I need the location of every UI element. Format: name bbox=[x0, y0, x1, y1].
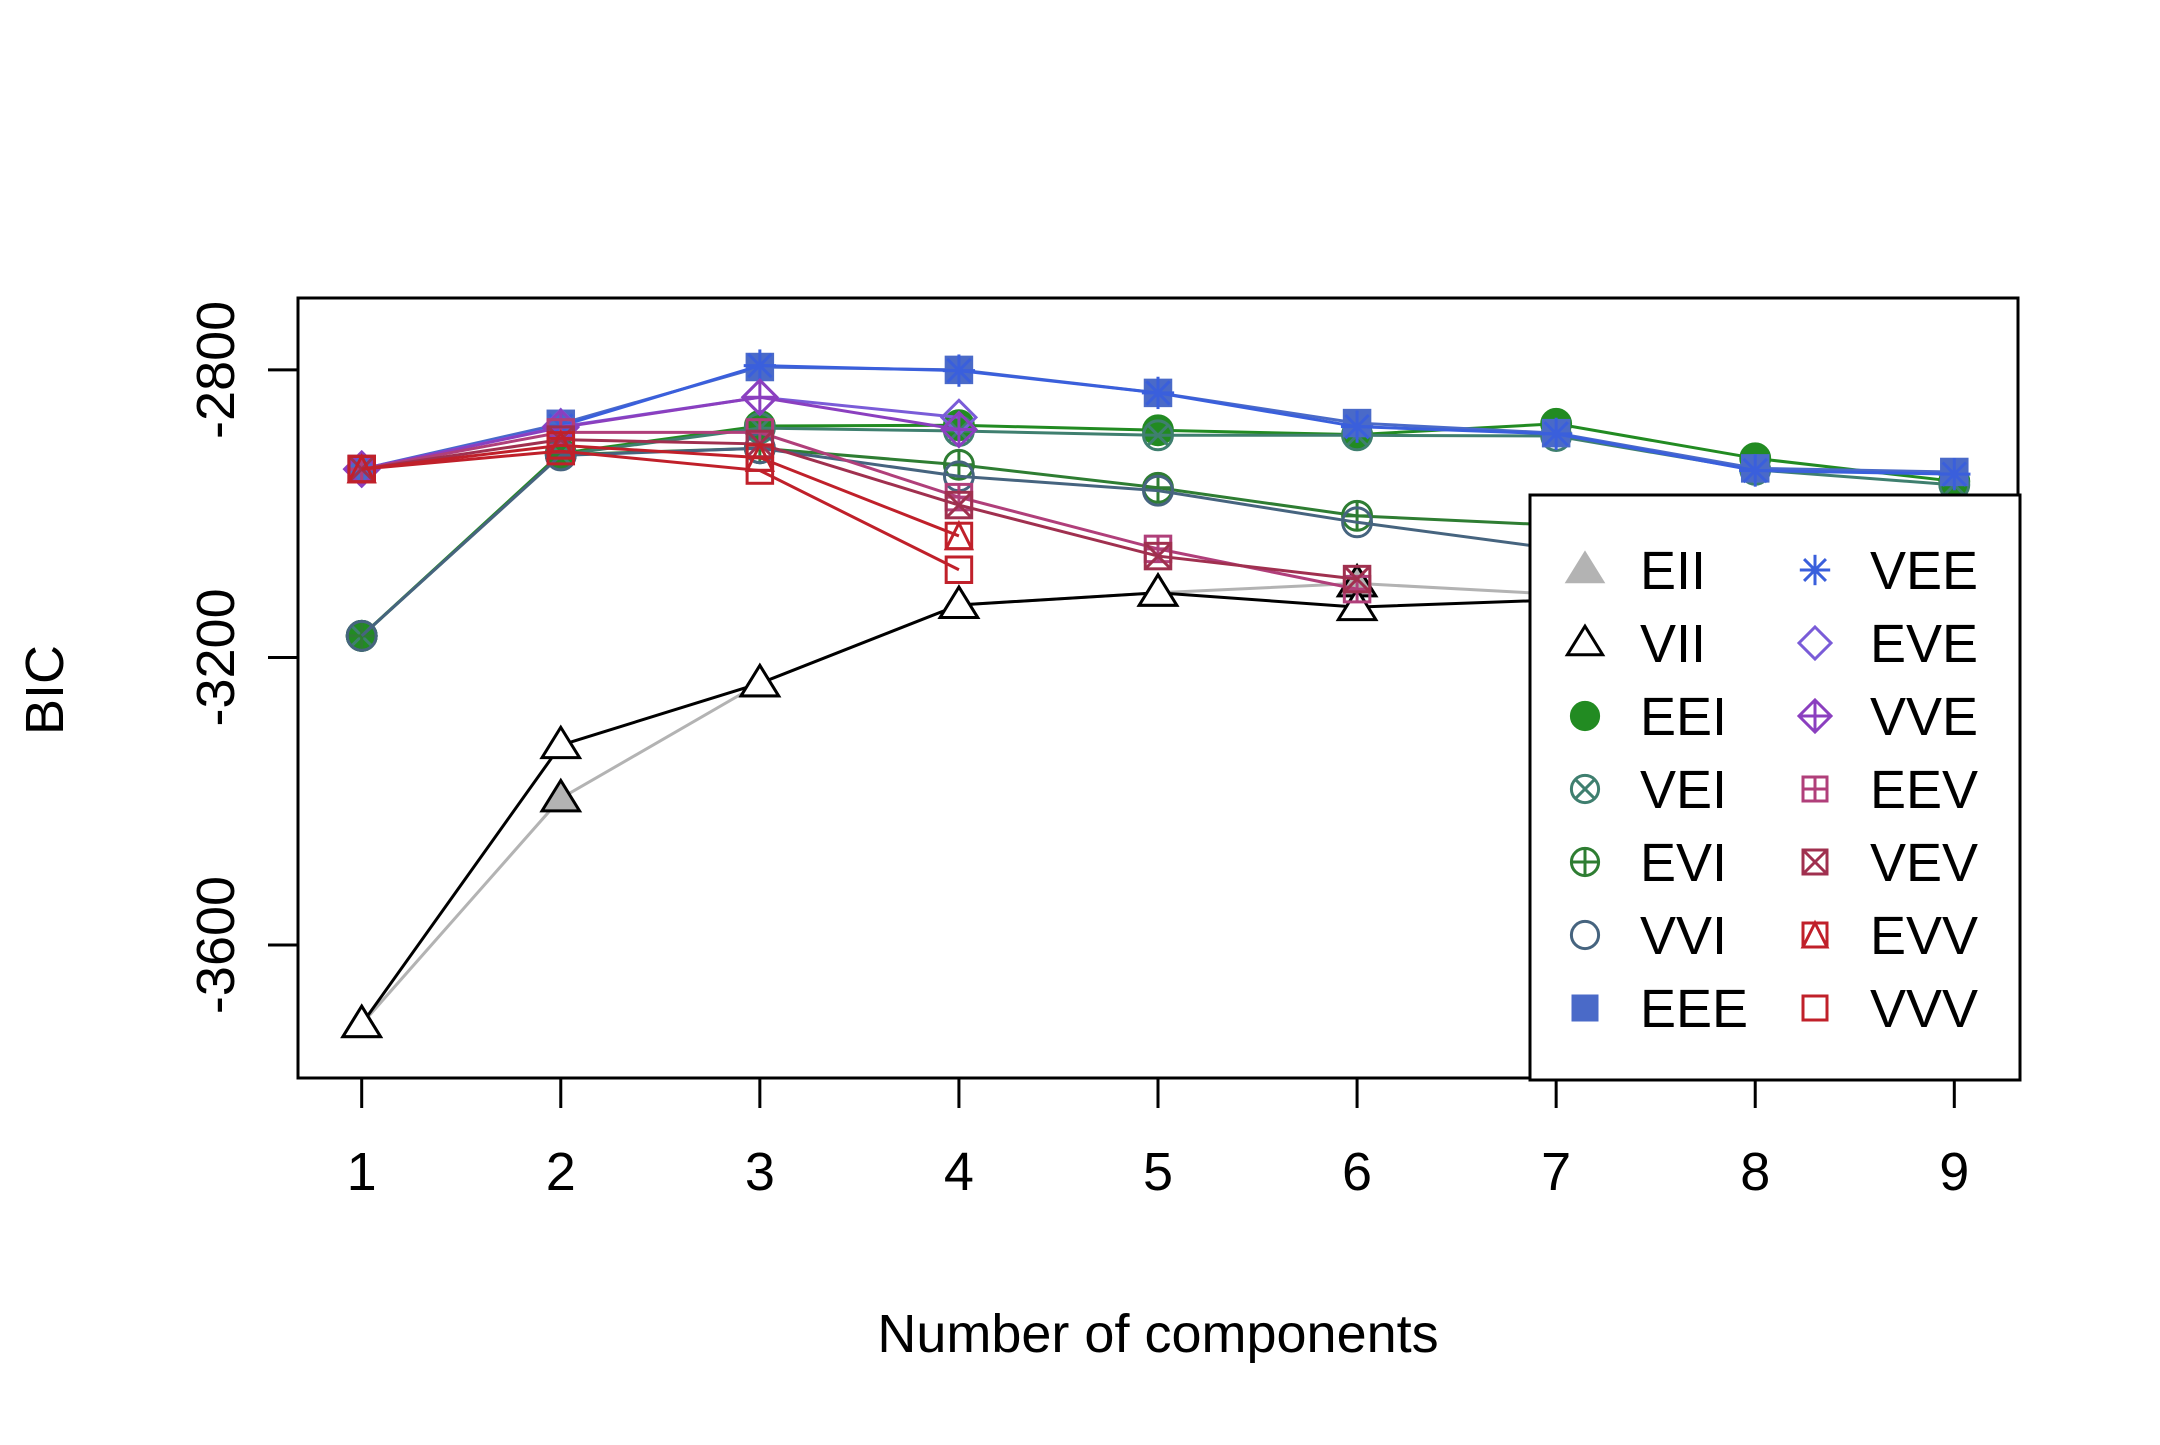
series-line bbox=[360, 446, 1557, 637]
series-layer bbox=[340, 349, 1971, 1039]
legend-label: EEI bbox=[1640, 687, 1727, 747]
data-point bbox=[340, 1003, 384, 1039]
x-axis-label: Number of components bbox=[877, 1304, 1438, 1364]
x-tick-label: 5 bbox=[1143, 1142, 1173, 1202]
data-point bbox=[1136, 572, 1180, 607]
data-point bbox=[943, 519, 975, 551]
x-tick-label: 6 bbox=[1342, 1142, 1372, 1202]
legend-entry-eii: EII bbox=[1564, 541, 1706, 601]
data-point bbox=[1341, 506, 1374, 539]
x-tick-label: 8 bbox=[1740, 1142, 1770, 1202]
data-point bbox=[1142, 419, 1174, 452]
legend-label: EEV bbox=[1870, 760, 1978, 820]
data-point bbox=[942, 354, 976, 387]
data-point bbox=[740, 378, 779, 417]
data-point bbox=[738, 662, 782, 698]
data-point bbox=[745, 456, 775, 485]
legend-box bbox=[1528, 493, 2022, 1082]
legend-entry-vee: VEE bbox=[1799, 541, 1978, 601]
series-line bbox=[361, 443, 960, 538]
legend-entry-vii: VII bbox=[1564, 614, 1706, 674]
legend-label: VVV bbox=[1870, 979, 1978, 1039]
legend-entry-eee: EEE bbox=[1571, 979, 1748, 1039]
y-tick-label: -3200 bbox=[186, 588, 246, 726]
data-point bbox=[1340, 410, 1374, 443]
data-point bbox=[539, 777, 583, 813]
legend-entry-eve: EVE bbox=[1796, 614, 1978, 674]
data-point bbox=[1341, 499, 1374, 532]
series-line bbox=[361, 449, 960, 572]
x-tick-label: 1 bbox=[347, 1142, 377, 1202]
x-tick-label: 3 bbox=[745, 1142, 775, 1202]
legend-label: VEI bbox=[1640, 760, 1727, 820]
data-point bbox=[539, 724, 583, 760]
series-eii bbox=[340, 562, 1578, 1039]
data-point bbox=[1141, 376, 1175, 410]
legend-entry-vvv: VVV bbox=[1801, 979, 1978, 1039]
series-vii bbox=[340, 572, 1578, 1039]
data-point bbox=[937, 584, 981, 619]
x-tick-label: 2 bbox=[546, 1142, 576, 1202]
legend-entry-eei: EEI bbox=[1569, 687, 1727, 747]
series-line bbox=[360, 581, 1557, 1026]
data-point bbox=[1143, 541, 1173, 571]
y-tick-label: -2800 bbox=[186, 301, 246, 439]
legend-entry-eev: EEV bbox=[1801, 760, 1978, 820]
data-point bbox=[743, 349, 777, 382]
series-line bbox=[361, 430, 1358, 591]
x-axis: 1 2 3 4 5 6 7 8 9 bbox=[347, 1076, 1969, 1202]
legend-label: VVE bbox=[1870, 687, 1978, 747]
x-tick-label: 9 bbox=[1939, 1142, 1969, 1202]
data-point bbox=[347, 454, 376, 484]
data-point bbox=[1335, 586, 1379, 622]
data-point bbox=[1739, 454, 1772, 487]
data-point bbox=[944, 490, 974, 520]
legend-entry-evi: EVI bbox=[1569, 833, 1727, 893]
data-point bbox=[1142, 474, 1174, 507]
legend-entry-vei: VEI bbox=[1569, 760, 1727, 820]
data-point bbox=[1342, 564, 1372, 594]
legend-label: VII bbox=[1640, 614, 1706, 674]
data-point bbox=[1539, 417, 1573, 451]
legend-entry-vve: VVE bbox=[1796, 687, 1978, 747]
data-point bbox=[546, 436, 576, 466]
legend-label: EVV bbox=[1870, 906, 1978, 966]
series-line bbox=[361, 438, 1358, 581]
x-tick-label: 7 bbox=[1541, 1142, 1571, 1202]
data-point bbox=[939, 410, 979, 449]
legend-entry-evv: EVV bbox=[1800, 906, 1978, 966]
data-point bbox=[944, 555, 974, 584]
x-tick-label: 4 bbox=[944, 1142, 974, 1202]
data-point bbox=[1938, 457, 1971, 491]
legend-label: VVI bbox=[1640, 906, 1727, 966]
legend-entry-vev: VEV bbox=[1801, 833, 1978, 893]
data-point bbox=[345, 619, 378, 652]
legend-label: VEV bbox=[1870, 833, 1978, 893]
y-axis: -3600 -3200 -2800 bbox=[186, 301, 300, 1014]
legend: EII VII EEI VEI EVI VVI EEE VEE EVE VVE EEV VEV EVV V… bbox=[1528, 493, 2022, 1082]
legend-label: VEE bbox=[1870, 541, 1978, 601]
legend-entry-vvi: VVI bbox=[1569, 906, 1727, 966]
legend-label: EVI bbox=[1640, 833, 1727, 893]
legend-label: EEE bbox=[1640, 979, 1748, 1039]
series-line bbox=[360, 591, 1557, 1025]
legend-label: EVE bbox=[1870, 614, 1978, 674]
series-line bbox=[361, 395, 960, 471]
series-vvv bbox=[347, 436, 974, 584]
y-tick-label: -3600 bbox=[186, 876, 246, 1014]
y-axis-label: BIC bbox=[15, 645, 75, 735]
legend-label: EII bbox=[1640, 541, 1706, 601]
